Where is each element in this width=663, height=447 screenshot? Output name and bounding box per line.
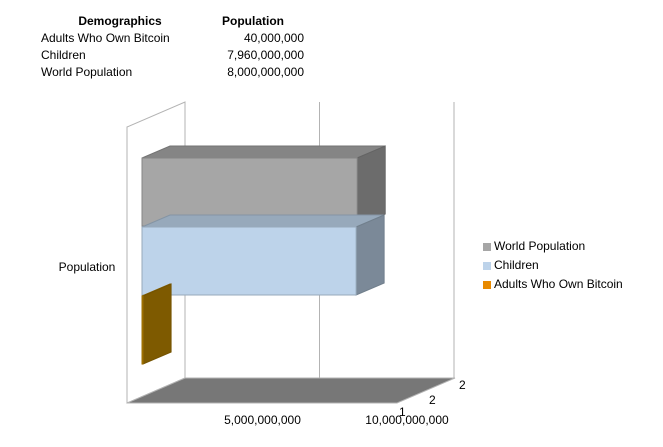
bar [141,295,144,365]
table-cell: 40,000,000 [244,31,304,45]
legend-swatch [483,281,491,289]
table-header: Demographics [78,14,162,28]
table-cell: Adults Who Own Bitcoin [41,31,170,45]
depth-label: 2 [429,393,436,407]
bar-side [356,145,386,227]
category-label: Population [59,260,116,274]
legend-label: Adults Who Own Bitcoin [494,277,623,291]
bar-side [355,214,385,296]
table-cell: World Population [41,65,132,79]
bar [141,226,357,296]
legend-label: Children [494,258,539,272]
legend-swatch [483,262,491,270]
table-cell: Children [41,48,86,62]
table-cell: 7,960,000,000 [227,48,304,62]
bar-top [141,214,385,228]
table-cell: 8,000,000,000 [227,65,304,79]
bar-side [142,283,172,365]
floor [126,377,456,404]
x-tick-label: 5,000,000,000 [224,413,301,427]
legend-label: World Population [494,239,585,253]
depth-label: 2 [459,378,466,392]
bar-top [141,145,386,159]
depth-label: 1 [399,405,406,419]
table-header: Population [222,14,284,28]
legend-swatch [483,243,491,251]
x-tick-label: 10,000,000,000 [365,413,449,427]
